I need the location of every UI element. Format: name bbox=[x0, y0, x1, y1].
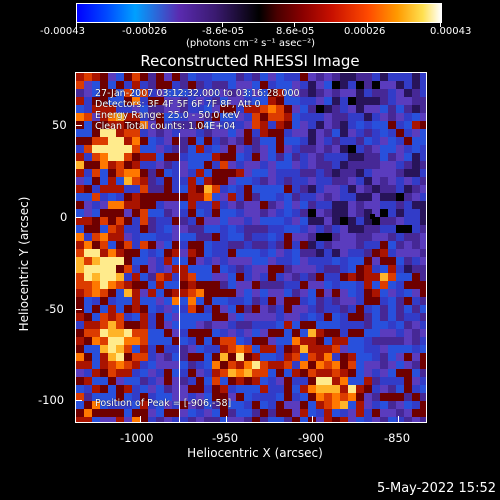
y-tick-mark bbox=[75, 309, 82, 310]
colorbar-tick-label: -0.00043 bbox=[40, 26, 85, 37]
annotation-method: Clean Total counts: 1.04E+04 bbox=[95, 121, 236, 132]
annotation-peak-position: Position of Peak = [-906,-58] bbox=[95, 398, 232, 409]
colorbar-tick-mark bbox=[367, 22, 368, 27]
colorbar-tick-mark bbox=[76, 22, 77, 27]
y-tick-label: -50 bbox=[45, 302, 64, 316]
plot-title: Reconstructed RHESSI Image bbox=[140, 52, 360, 70]
y-tick-label: -100 bbox=[38, 393, 65, 407]
y-tick-label: 0 bbox=[60, 210, 68, 224]
x-tick-mark bbox=[312, 416, 313, 423]
colorbar-tick-mark bbox=[149, 22, 150, 27]
colorbar-tick-label: -8.6e-05 bbox=[202, 26, 244, 37]
colorbar-tick-mark bbox=[294, 22, 295, 27]
y-tick-mark bbox=[75, 125, 82, 126]
y-tick-mark bbox=[75, 400, 82, 401]
reconstructed-image bbox=[76, 73, 426, 422]
colorbar bbox=[76, 3, 442, 23]
annotation-energy: Energy Range: 25.0 - 50.0 keV bbox=[95, 110, 240, 121]
x-axis-label: Heliocentric X (arcsec) bbox=[187, 446, 323, 460]
peak-marker bbox=[370, 214, 375, 219]
colorbar-tick-label: 0.00026 bbox=[344, 26, 386, 37]
image-plot-area: 27-Jan-2007 03:12:32.000 to 03:16:28.000… bbox=[75, 72, 427, 423]
y-tick-mark bbox=[75, 217, 82, 218]
limb-marker-line bbox=[179, 133, 180, 422]
x-tick-label: -900 bbox=[298, 431, 325, 445]
colorbar-tick-mark bbox=[222, 22, 223, 27]
x-tick-mark bbox=[398, 416, 399, 423]
colorbar-tick-mark bbox=[440, 22, 441, 27]
footer-date: 5-May-2022 15:52 bbox=[377, 481, 496, 496]
x-tick-label: -850 bbox=[384, 431, 411, 445]
colorbar-tick-label: 0.00043 bbox=[430, 26, 472, 37]
annotation-time: 27-Jan-2007 03:12:32.000 to 03:16:28.000 bbox=[95, 88, 300, 99]
colorbar-unit-label: (photons cm⁻² s⁻¹ asec⁻²) bbox=[186, 38, 316, 49]
y-tick-label: 50 bbox=[52, 118, 67, 132]
y-axis-label: Heliocentric Y (arcsec) bbox=[17, 196, 31, 332]
colorbar-tick-label: 8.6e-05 bbox=[276, 26, 315, 37]
x-tick-mark bbox=[226, 416, 227, 423]
colorbar-tick-label: -0.00026 bbox=[122, 26, 167, 37]
x-tick-mark bbox=[140, 416, 141, 423]
annotation-detectors: Detectors: 3F 4F 5F 6F 7F 8F, Att 0 bbox=[95, 99, 261, 110]
x-tick-label: -950 bbox=[212, 431, 239, 445]
x-tick-label: -1000 bbox=[120, 431, 154, 445]
